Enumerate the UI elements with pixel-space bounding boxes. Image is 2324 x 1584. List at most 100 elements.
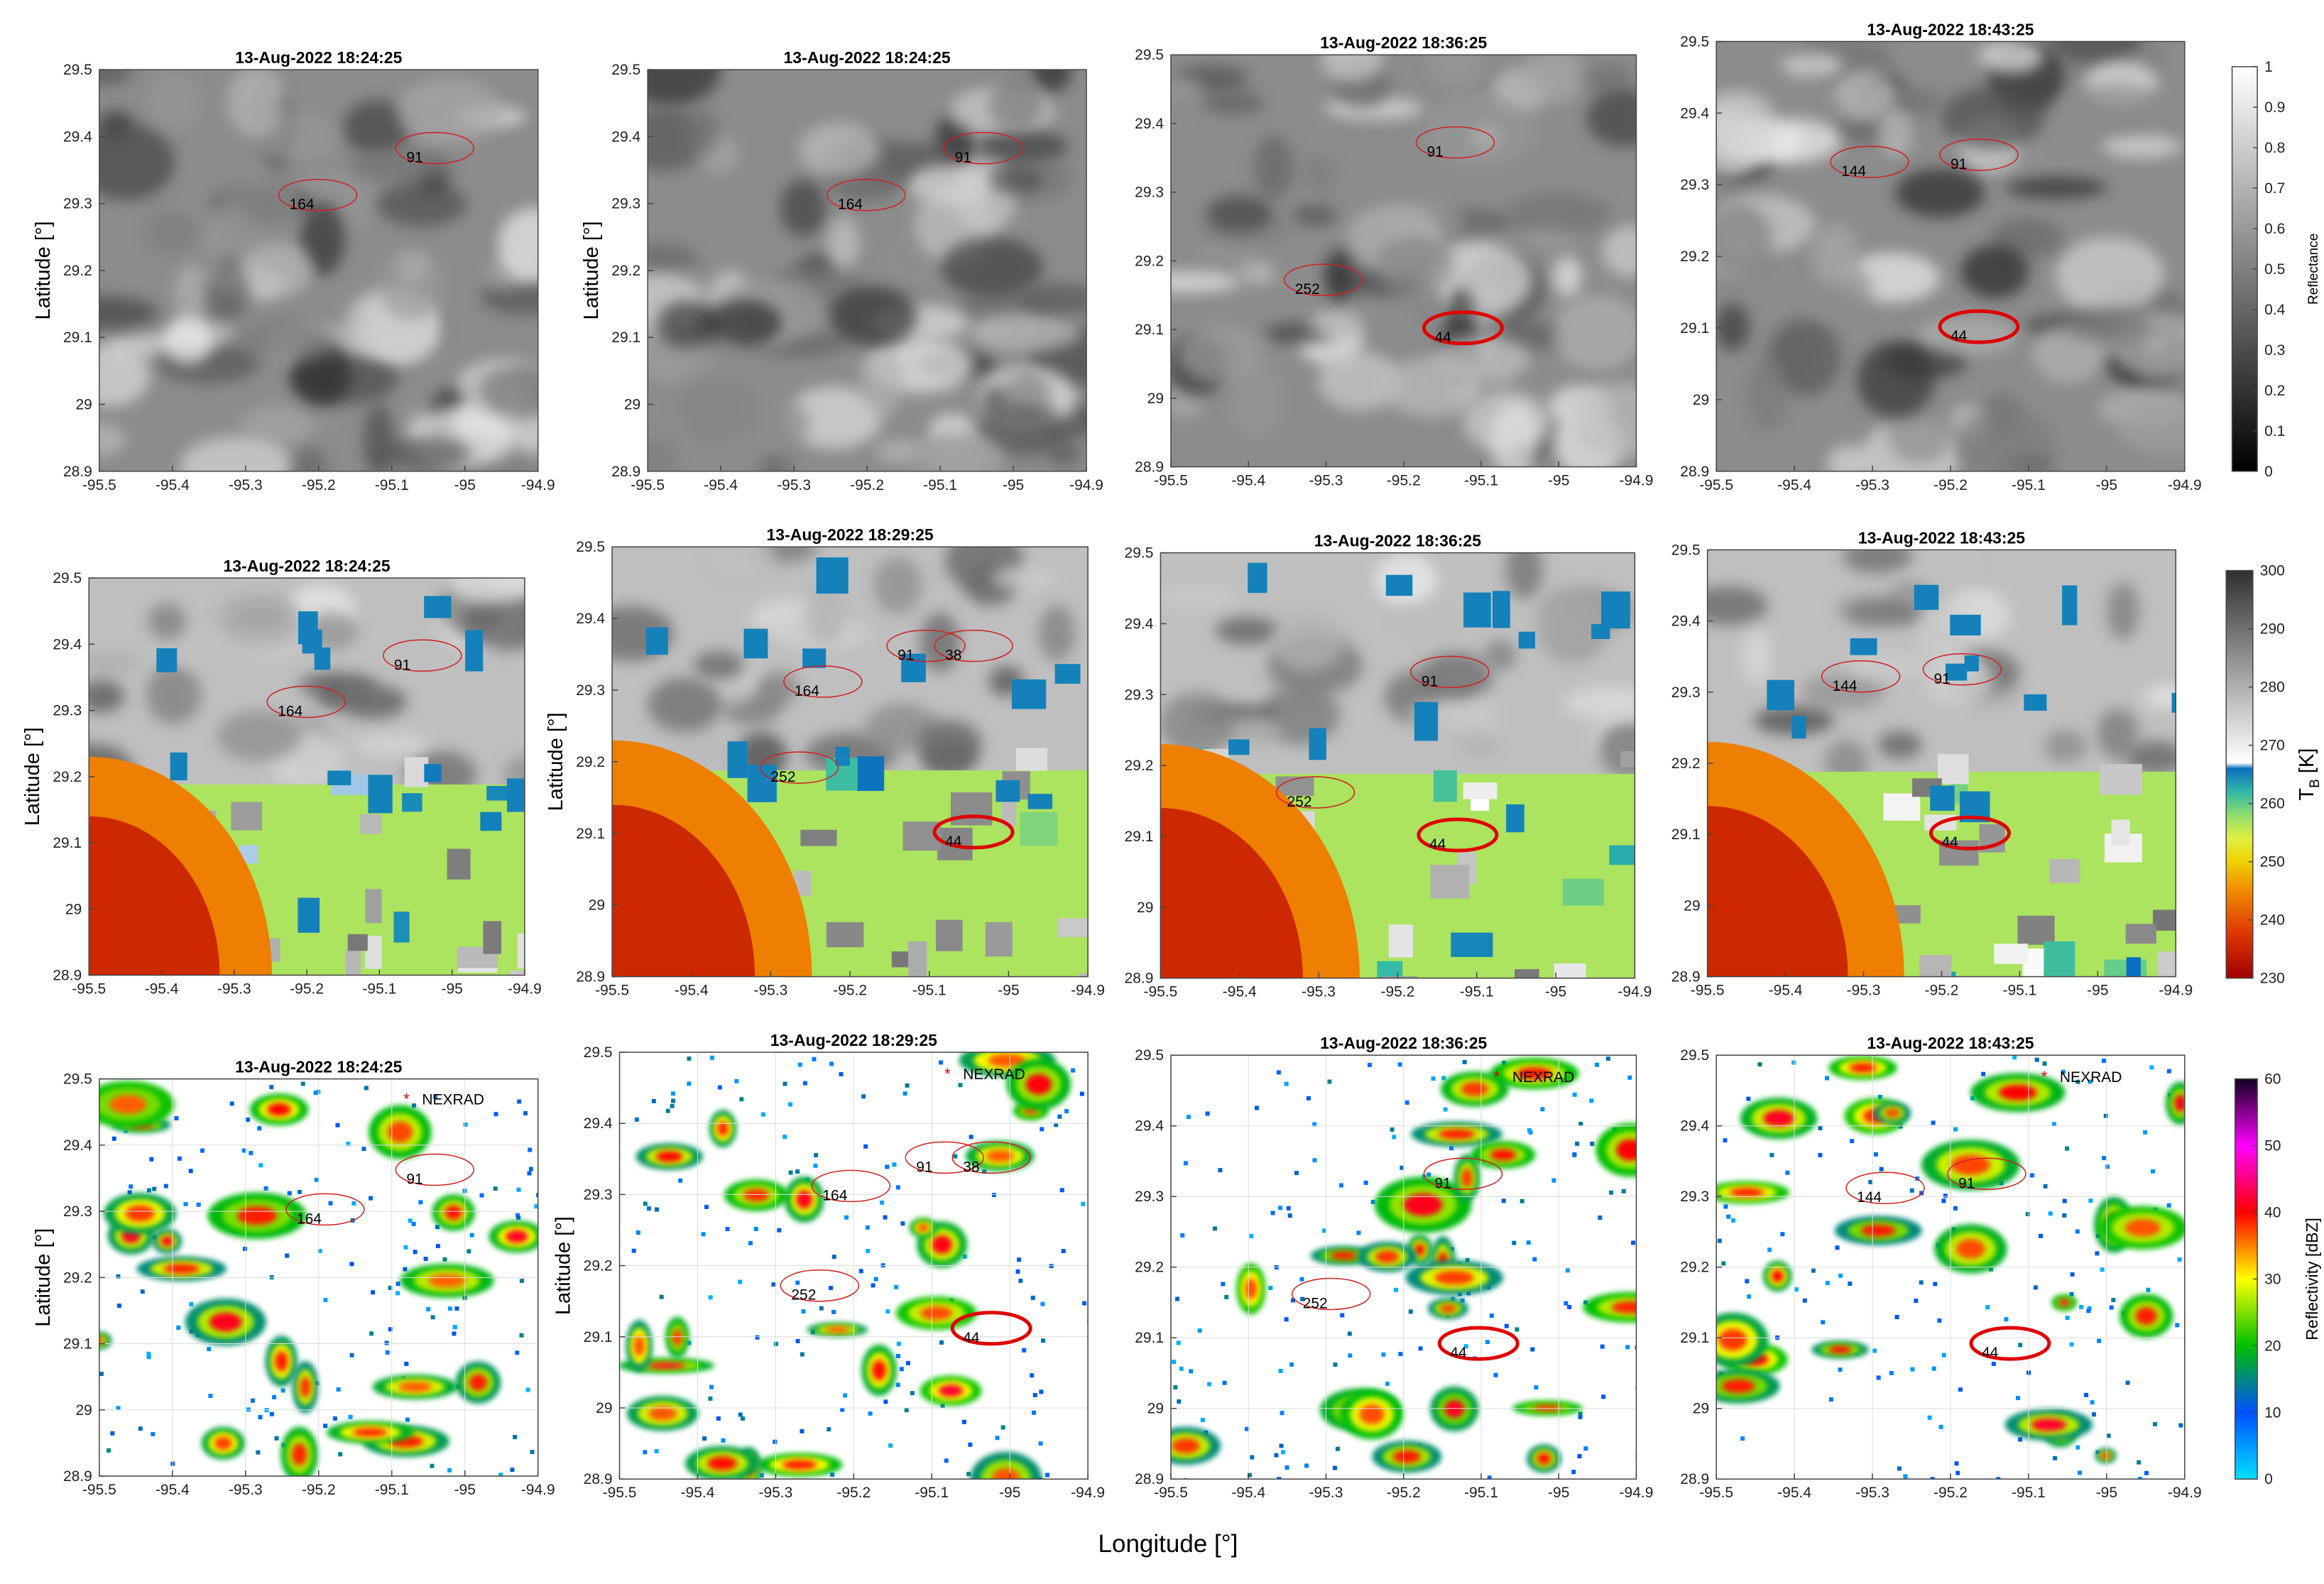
echo <box>883 1215 888 1220</box>
echo <box>516 1187 521 1192</box>
echo <box>1438 1129 1475 1140</box>
y-tick-label: 29.4 <box>611 129 640 145</box>
cloud <box>1811 223 1859 287</box>
patch <box>506 778 525 812</box>
radar-label: NEXRAD <box>2060 1069 2122 1086</box>
patch <box>1015 748 1048 771</box>
cell-label: 44 <box>1951 328 1968 344</box>
cell-label: 38 <box>945 648 961 664</box>
echo <box>454 1306 459 1311</box>
x-tick-label: -95 <box>454 1482 476 1498</box>
echo <box>506 1230 528 1243</box>
echo <box>525 1387 530 1392</box>
cloud <box>1484 640 1517 670</box>
cell-label: 91 <box>916 1159 932 1175</box>
echo <box>176 1325 181 1330</box>
echo <box>2053 1455 2058 1460</box>
cloud <box>1857 342 1934 419</box>
echo <box>2174 1094 2185 1113</box>
x-tick-label: -95.3 <box>777 477 811 493</box>
echo <box>1937 1318 1942 1323</box>
echo <box>1794 1287 1799 1292</box>
echo <box>1274 1453 1279 1458</box>
echo <box>1825 1281 1830 1286</box>
echo <box>1197 1328 1202 1333</box>
x-tick-label: -95.4 <box>156 1482 190 1498</box>
echo <box>646 1206 651 1211</box>
echo <box>773 1439 778 1444</box>
echo <box>2138 1476 2143 1480</box>
x-tick-label: -95.4 <box>1231 1485 1265 1501</box>
patch <box>727 741 748 778</box>
y-tick-label: 29.1 <box>576 826 605 842</box>
cell-contour <box>1275 776 1355 809</box>
patch <box>1601 591 1630 629</box>
echo <box>796 1190 812 1209</box>
echo <box>1567 1304 1572 1309</box>
y-tick-label: 28.9 <box>576 969 605 985</box>
echo <box>2149 1065 2154 1070</box>
echo <box>760 1112 765 1117</box>
echo <box>1032 1392 1037 1397</box>
echo <box>229 1101 234 1106</box>
x-tick-label: -94.9 <box>2168 477 2202 493</box>
panel-title: 13-Aug-2022 18:43:25 <box>1867 1034 2034 1052</box>
label-sub: B <box>2308 779 2323 788</box>
y-tick-label: 29 <box>1684 897 1700 914</box>
echo <box>1173 1384 1178 1389</box>
echo <box>1375 1250 1400 1263</box>
colorbar-tick-label: 0.4 <box>2264 302 2286 318</box>
cloud <box>978 404 1069 457</box>
echo <box>1840 1479 1845 1480</box>
echo <box>1348 1353 1353 1358</box>
patch <box>2111 819 2130 846</box>
y-tick-label: 29.1 <box>611 329 640 346</box>
cloud <box>1459 735 1500 758</box>
cloud <box>2142 684 2176 709</box>
cloud <box>1228 361 1286 439</box>
cloud <box>907 433 1008 471</box>
patch <box>985 922 1013 957</box>
y-axis-label: Latitude [°] <box>545 712 567 811</box>
y-tick-label: 29.5 <box>611 62 640 78</box>
patch <box>156 648 178 672</box>
echo <box>1025 1074 1052 1095</box>
cloud <box>1742 629 1772 684</box>
echo <box>274 1436 279 1441</box>
y-tick-label: 29 <box>1137 900 1153 916</box>
cloud <box>1553 256 1582 297</box>
echo <box>687 1340 692 1345</box>
x-tick-label: -95 <box>1548 473 1569 489</box>
y-tick-label: 29.3 <box>611 196 640 212</box>
patch <box>1609 845 1635 865</box>
y-tick-label: 29 <box>624 397 640 413</box>
patch <box>1515 969 1539 978</box>
echo <box>865 1225 870 1230</box>
panel-title: 13-Aug-2022 18:29:25 <box>770 1031 937 1049</box>
y-tick-label: 29.3 <box>576 682 605 699</box>
x-tick-label: -95.2 <box>1933 477 1968 493</box>
echo <box>1933 1282 1938 1287</box>
x-tick-label: -95.2 <box>1380 984 1414 1000</box>
echo <box>1322 1228 1327 1233</box>
cloud <box>1583 63 1633 95</box>
y-tick-label: 28.9 <box>584 1471 613 1487</box>
cloud <box>89 652 141 674</box>
echo <box>940 1403 945 1408</box>
echo <box>1572 1092 1577 1097</box>
y-tick-label: 29.5 <box>1680 33 1709 50</box>
cloud <box>1564 686 1635 720</box>
x-tick-label: -94.9 <box>508 981 542 997</box>
patch <box>327 770 351 785</box>
y-tick-label: 29 <box>75 1402 92 1419</box>
y-tick-label: 29 <box>596 1400 612 1416</box>
echo <box>1769 1152 1774 1157</box>
x-tick-label: -95.4 <box>1777 1485 1811 1501</box>
cloud <box>1471 126 1500 150</box>
cloud <box>239 405 315 447</box>
cell-label: 44 <box>1941 834 1958 851</box>
cloud <box>2006 176 2107 199</box>
colorbar-tick-label: 10 <box>2264 1404 2281 1421</box>
echo <box>753 1227 758 1232</box>
echo <box>1414 1243 1425 1257</box>
